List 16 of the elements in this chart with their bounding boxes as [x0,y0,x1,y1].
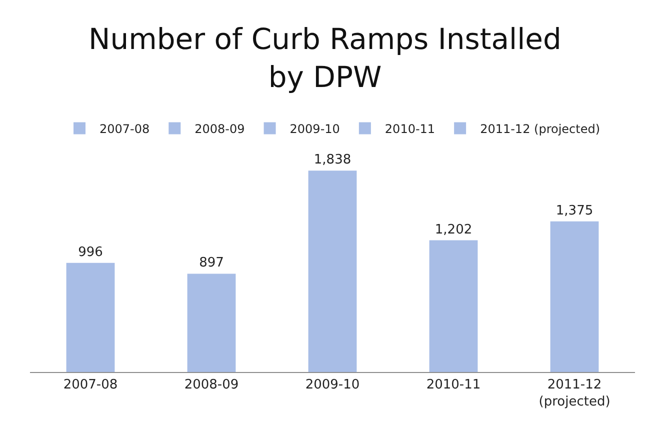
legend-label: 2010-11 [384,122,436,136]
chart-title: Number of Curb Ramps Installed by DPW [88,22,562,94]
x-tick-label: 2011-12 (projected) [538,378,610,410]
x-tick-label: 2007-08 [63,378,118,393]
data-label: 897 [199,256,224,271]
x-tick-label: 2010-11 [426,378,481,393]
data-label: 1,838 [314,152,352,168]
legend-label: 2008-09 [194,122,245,136]
data-label: 1,202 [434,222,472,238]
x-tick-label: 2009-10 [305,378,360,393]
legend-label: 2011-12 (projected) [480,122,600,136]
data-label: 996 [78,244,103,260]
data-label: 1,375 [556,203,594,218]
x-tick-label: 2008-09 [184,378,239,393]
legend-label: 2007-08 [100,122,150,136]
legend-label: 2009-10 [290,122,340,136]
